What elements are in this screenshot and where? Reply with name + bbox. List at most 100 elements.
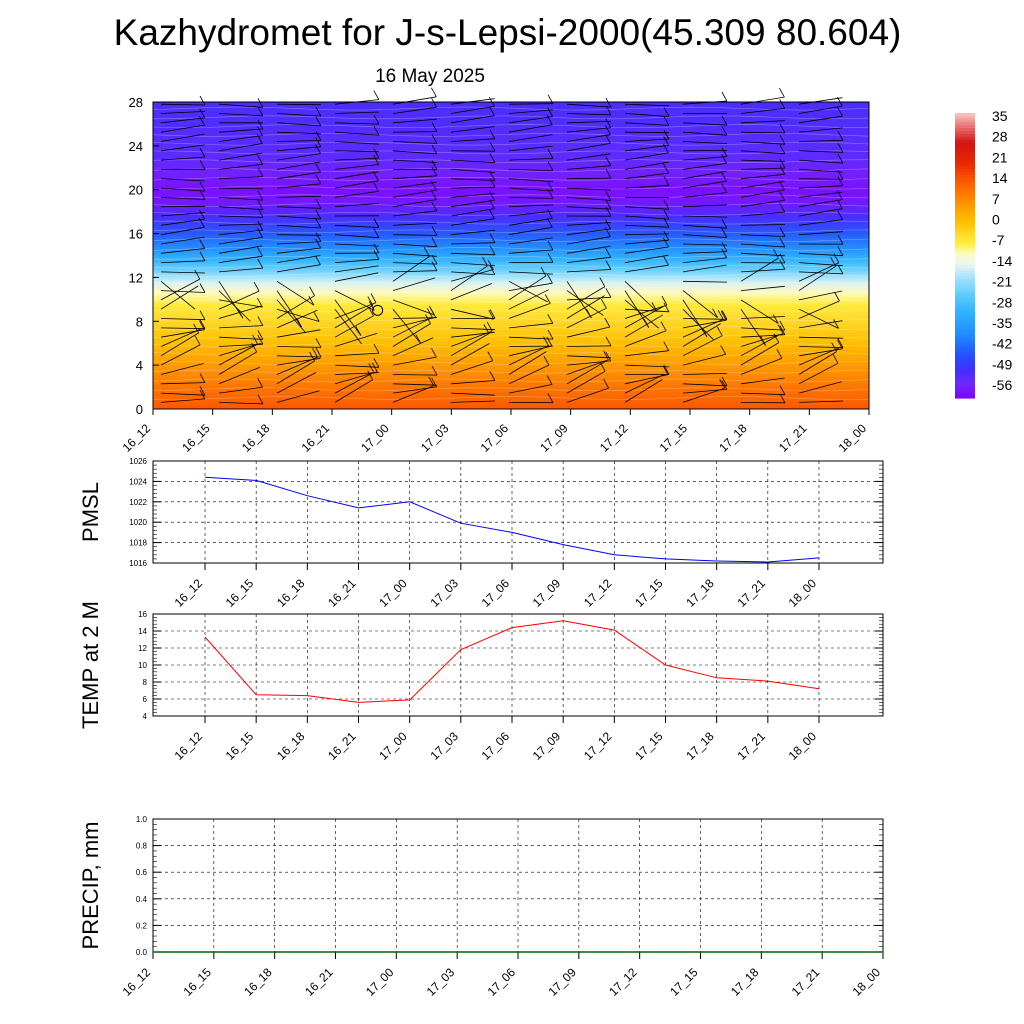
colorbar-segment (955, 220, 975, 225)
wind-barb (624, 215, 669, 220)
wind-barb-feather (315, 174, 322, 184)
wind-barb-feather (489, 153, 496, 163)
wind-barb-feather (779, 260, 786, 270)
wind-barb (682, 171, 727, 180)
x-tick-label: 18_00 (850, 965, 884, 999)
wind-barb (392, 256, 430, 282)
wind-barb (334, 372, 374, 394)
wind-barb (624, 152, 669, 161)
wind-barb-feather (199, 147, 206, 158)
wind-barb-feather (315, 106, 322, 117)
wind-barb (392, 383, 438, 386)
colorbar-segment (955, 383, 975, 387)
wind-barb (160, 144, 205, 152)
wind-barb (566, 245, 611, 254)
colorbar-segment (955, 144, 975, 149)
wind-barb-feather (663, 107, 670, 117)
wind-barb (508, 237, 553, 245)
wind-barb (624, 299, 659, 329)
wind-barb-feather (721, 228, 728, 238)
colorbar-segment (955, 264, 975, 268)
wind-barb-feather (663, 163, 669, 174)
wind-barb (218, 223, 264, 226)
colorbar-segment (955, 211, 975, 216)
contour-line (152, 326, 870, 330)
wind-barb-feather (605, 351, 612, 362)
colorbar-segment (955, 206, 975, 210)
wind-barb (566, 143, 611, 152)
colorbar-label: -35 (992, 315, 1012, 331)
wind-barb (508, 345, 549, 366)
colorbar-segment (955, 322, 975, 326)
wind-barb (392, 189, 437, 198)
panel-pmsl: 16_12 16_15 16_18 16_21 17_00 17_03 17_06 17_09… (78, 457, 884, 610)
wind-barb-feather (721, 380, 728, 390)
contour-line (152, 396, 870, 400)
wind-barb (450, 262, 495, 266)
wind-barb-feather (721, 172, 727, 182)
wind-barb-feather (431, 261, 438, 271)
colorbar-segment (955, 357, 975, 361)
wind-barb (276, 360, 315, 385)
wind-barb (566, 296, 611, 301)
wind-barb (276, 234, 322, 236)
wind-barb (160, 280, 196, 310)
wind-barb (798, 199, 843, 208)
x-tick-label: 17_21 (734, 729, 768, 763)
y-tick-label: 20 (129, 183, 143, 198)
wind-barb (334, 141, 379, 145)
wind-barb (450, 269, 494, 282)
wind-barb-feather (309, 286, 315, 296)
wind-barb-feather (257, 200, 264, 210)
wind-barb-feather (257, 190, 264, 201)
wind-barb (276, 131, 322, 135)
wind-barb (450, 360, 493, 375)
wind-barb (276, 161, 321, 170)
wind-barb (740, 234, 786, 237)
colorbar-segment (955, 316, 975, 321)
wind-barb (334, 371, 378, 385)
wind-barb-feather (489, 209, 495, 219)
wind-barb (624, 145, 669, 152)
wind-barb (450, 169, 495, 173)
wind-barb (160, 218, 205, 226)
x-tick-label: 16_15 (223, 729, 257, 763)
wind-barb (218, 197, 263, 201)
wind-barb (276, 264, 321, 273)
colorbar-label: 0 (992, 212, 1000, 228)
wind-barb-feather (489, 129, 496, 139)
wind-barb-feather (547, 149, 554, 159)
wind-barb-feather (540, 266, 547, 277)
wind-barb-feather (199, 386, 206, 396)
x-tick-label: 17_12 (581, 729, 615, 763)
y-tick-label: 4 (136, 358, 143, 373)
wind-barb-feather (605, 191, 612, 201)
wind-barb (682, 290, 718, 319)
wind-barb-feather (779, 99, 786, 109)
wind-barb-feather (663, 237, 669, 248)
wind-barb (450, 193, 495, 198)
wind-barb (392, 337, 434, 357)
wind-barb-feather (779, 227, 786, 237)
wind-barb (740, 299, 779, 324)
wind-barb (682, 204, 728, 208)
wind-barb-feather (837, 246, 844, 256)
y-tick-label: 16 (129, 227, 143, 242)
wind-barb (798, 115, 843, 124)
wind-barb-feather (663, 116, 670, 126)
colorbar-segment (955, 223, 975, 228)
wind-barb (798, 265, 836, 291)
colorbar-segment (955, 348, 975, 353)
wind-barb (682, 335, 723, 357)
wind-barb-feather (605, 156, 612, 166)
y-tick-label: 0.6 (136, 868, 148, 877)
wind-barb (508, 178, 553, 182)
wind-barb-feather (662, 365, 669, 375)
wind-barb-feather (721, 91, 728, 102)
colorbar-label: -42 (992, 336, 1012, 352)
chart-title: Kazhydromet for J-s-Lepsi-2000(45.309 80… (113, 12, 902, 53)
wind-barb (798, 219, 843, 226)
wind-barb-feather (663, 136, 670, 146)
wind-barb (160, 178, 205, 182)
wind-barb (682, 192, 727, 198)
